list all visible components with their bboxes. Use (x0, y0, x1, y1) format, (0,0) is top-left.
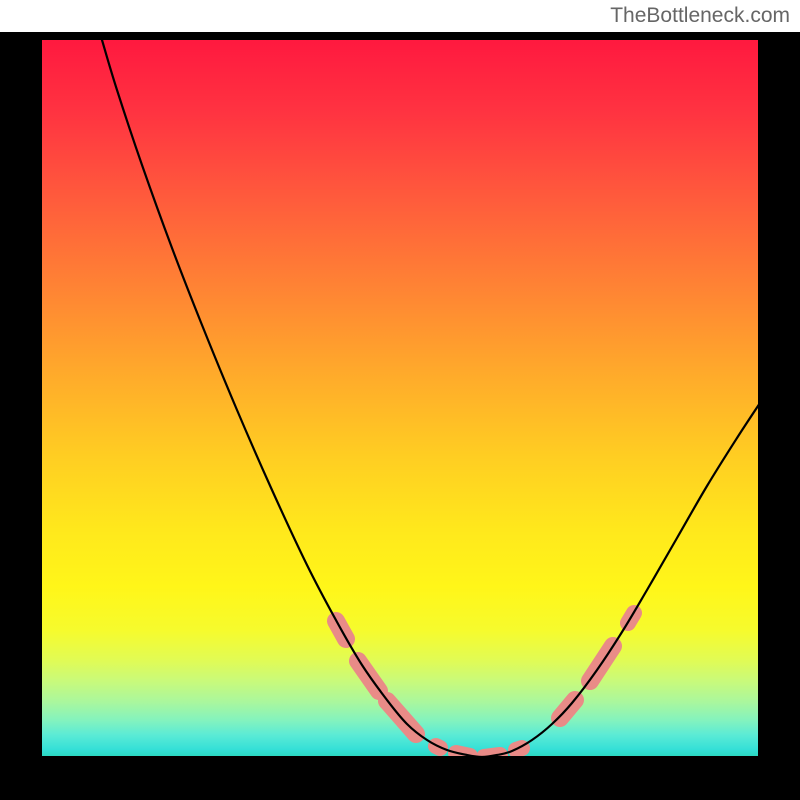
plot-svg (42, 40, 760, 758)
watermark-text: TheBottleneck.com (610, 4, 790, 28)
chart-stage: TheBottleneck.com (0, 0, 800, 800)
plot-area (40, 38, 760, 758)
gradient-background (42, 40, 760, 758)
